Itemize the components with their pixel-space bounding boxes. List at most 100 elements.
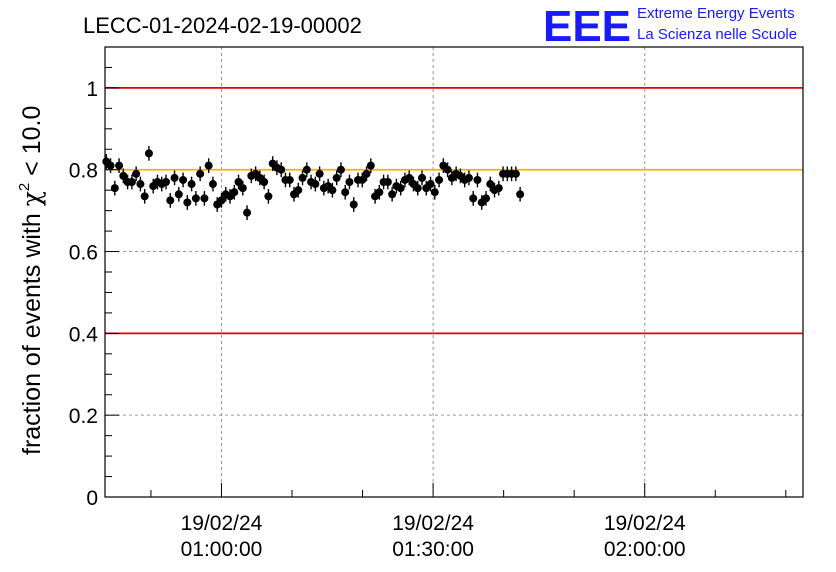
data-point-24 (204, 158, 213, 173)
y-axis-label: fraction of events with χ2 < 10.0 (16, 106, 46, 455)
y-tick-label-0: 0 (86, 487, 98, 510)
marker-9 (140, 192, 149, 201)
marker-14 (162, 178, 171, 186)
data-point-50 (315, 166, 324, 182)
data-point-92 (494, 180, 503, 196)
marker-20 (187, 180, 196, 189)
marker-17 (174, 190, 183, 199)
data-point-20 (187, 176, 196, 192)
data-point-16 (170, 170, 179, 186)
marker-22 (196, 169, 205, 178)
marker-97 (516, 190, 525, 199)
y-tick-label-3: 0.6 (69, 242, 98, 265)
data-point-2 (110, 180, 119, 196)
data-point-76 (426, 176, 435, 192)
data-point-10 (144, 146, 153, 161)
marker-21 (191, 194, 200, 203)
eee-logo: EEE Extreme Energy Events La Scienza nel… (543, 2, 797, 51)
marker-43 (285, 175, 294, 184)
marker-30 (230, 188, 239, 197)
data-point-61 (362, 166, 371, 182)
marker-3 (115, 161, 124, 170)
marker-27 (217, 196, 226, 205)
data-point-32 (238, 180, 247, 196)
y-axis-label-sup: 2 (16, 183, 33, 191)
marker-74 (418, 173, 427, 182)
data-point-21 (191, 191, 200, 206)
marker-47 (302, 165, 311, 174)
data-point-53 (328, 182, 337, 198)
data-point-41 (277, 162, 286, 178)
data-point-15 (166, 193, 175, 208)
marker-67 (388, 190, 397, 199)
marker-53 (328, 186, 337, 195)
data-point-9 (140, 188, 149, 204)
x-tick-date-0: 19/02/24 (181, 512, 263, 535)
data-point-19 (183, 195, 192, 210)
marker-10 (144, 149, 153, 158)
marker-62 (366, 161, 375, 170)
marker-8 (136, 180, 145, 189)
marker-60 (358, 175, 367, 184)
marker-86 (469, 194, 478, 203)
marker-23 (200, 194, 209, 203)
marker-69 (396, 184, 405, 193)
data-points (102, 146, 525, 221)
marker-6 (127, 178, 136, 186)
marker-19 (183, 198, 192, 207)
marker-18 (179, 175, 188, 184)
reference-lines (105, 87, 803, 335)
data-point-78 (435, 172, 444, 188)
marker-50 (315, 169, 324, 178)
data-point-56 (341, 184, 350, 200)
data-point-33 (243, 205, 252, 221)
marker-16 (170, 173, 179, 182)
marker-15 (166, 196, 175, 205)
data-point-22 (196, 166, 205, 182)
data-point-47 (302, 162, 311, 178)
marker-24 (204, 161, 213, 170)
marker-78 (435, 175, 444, 184)
marker-32 (238, 184, 247, 193)
marker-1 (106, 161, 115, 170)
data-point-25 (208, 176, 217, 192)
data-point-27 (217, 193, 226, 208)
data-point-31 (234, 174, 243, 190)
marker-54 (332, 173, 341, 182)
y-axis-label-tail: < 10.0 (18, 106, 46, 183)
x-axis: 19/02/24 01:00:00 19/02/24 01:30:00 19/02/24… (150, 483, 787, 561)
data-point-14 (162, 174, 171, 190)
data-point-64 (375, 184, 384, 200)
data-point-46 (298, 170, 307, 186)
x-tick-date-2: 19/02/24 (604, 512, 686, 535)
data-point-77 (430, 184, 439, 200)
data-point-69 (396, 180, 405, 196)
marker-89 (481, 194, 490, 203)
marker-56 (341, 188, 350, 197)
data-point-49 (311, 176, 320, 192)
data-point-54 (332, 170, 341, 186)
data-point-43 (285, 172, 294, 188)
data-point-62 (366, 158, 375, 173)
data-point-58 (349, 197, 358, 212)
marker-80 (443, 165, 452, 174)
data-point-18 (179, 172, 188, 188)
data-point-96 (511, 166, 520, 182)
data-point-23 (200, 191, 209, 206)
data-point-87 (473, 172, 482, 188)
x-tick-time-1: 01:30:00 (392, 538, 474, 561)
data-point-90 (486, 176, 495, 192)
y-tick-label-5: 1 (86, 78, 98, 101)
marker-2 (110, 184, 119, 193)
marker-77 (430, 188, 439, 197)
marker-64 (375, 188, 384, 197)
data-point-66 (383, 174, 392, 190)
data-point-38 (264, 188, 273, 204)
marker-45 (294, 186, 303, 195)
logo-line-1: Extreme Energy Events (637, 5, 795, 22)
data-point-45 (294, 182, 303, 198)
marker-4 (119, 171, 128, 180)
marker-73 (413, 184, 422, 193)
